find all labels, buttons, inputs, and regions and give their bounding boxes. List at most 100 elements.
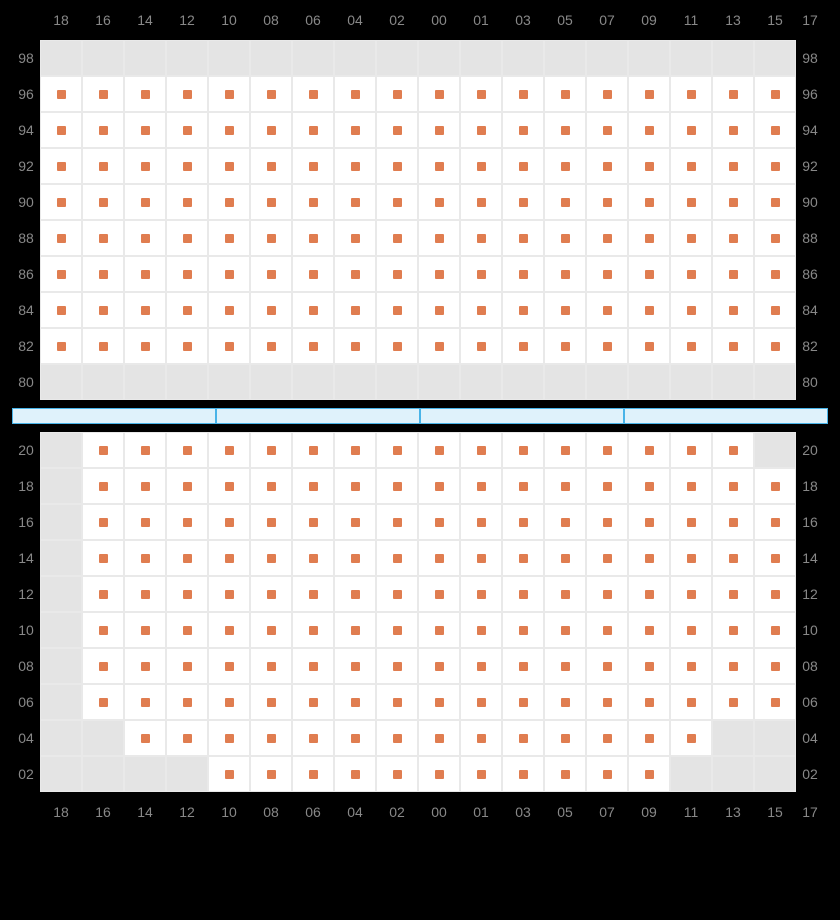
seat-cell[interactable] [40,292,82,328]
seat-cell[interactable] [586,756,628,792]
seat-cell[interactable] [544,328,586,364]
seat-cell[interactable] [712,540,754,576]
seat-cell[interactable] [334,292,376,328]
seat-cell[interactable] [82,328,124,364]
seat-cell[interactable] [460,468,502,504]
seat-cell[interactable] [670,292,712,328]
seat-cell[interactable] [460,220,502,256]
seat-cell[interactable] [502,720,544,756]
seat-cell[interactable] [208,720,250,756]
seat-cell[interactable] [124,468,166,504]
seat-cell[interactable] [166,292,208,328]
seat-cell[interactable] [40,184,82,220]
seat-cell[interactable] [544,720,586,756]
seat-cell[interactable] [124,684,166,720]
seat-cell[interactable] [250,720,292,756]
seat-cell[interactable] [670,576,712,612]
seat-cell[interactable] [586,684,628,720]
seat-cell[interactable] [754,504,796,540]
seat-cell[interactable] [670,468,712,504]
seat-cell[interactable] [544,112,586,148]
seat-cell[interactable] [166,112,208,148]
seat-cell[interactable] [166,256,208,292]
seat-cell[interactable] [82,256,124,292]
seat-cell[interactable] [250,504,292,540]
seat-cell[interactable] [712,220,754,256]
seat-cell[interactable] [292,220,334,256]
seat-cell[interactable] [670,184,712,220]
seat-cell[interactable] [334,148,376,184]
seat-cell[interactable] [544,576,586,612]
seat-cell[interactable] [82,576,124,612]
seat-cell[interactable] [502,76,544,112]
seat-cell[interactable] [586,76,628,112]
seat-cell[interactable] [250,468,292,504]
seat-cell[interactable] [586,720,628,756]
seat-cell[interactable] [250,328,292,364]
seat-cell[interactable] [418,504,460,540]
seat-cell[interactable] [250,76,292,112]
seat-cell[interactable] [670,148,712,184]
seat-cell[interactable] [502,184,544,220]
seat-cell[interactable] [292,612,334,648]
seat-cell[interactable] [166,328,208,364]
seat-cell[interactable] [712,468,754,504]
seat-cell[interactable] [334,432,376,468]
seat-cell[interactable] [754,576,796,612]
seat-cell[interactable] [544,684,586,720]
seat-cell[interactable] [586,328,628,364]
seat-cell[interactable] [334,220,376,256]
seat-cell[interactable] [502,648,544,684]
seat-cell[interactable] [208,328,250,364]
seat-cell[interactable] [502,504,544,540]
seat-cell[interactable] [754,684,796,720]
seat-cell[interactable] [124,540,166,576]
seat-cell[interactable] [376,756,418,792]
seat-cell[interactable] [82,148,124,184]
seat-cell[interactable] [376,720,418,756]
seat-cell[interactable] [502,612,544,648]
seat-cell[interactable] [376,76,418,112]
seat-cell[interactable] [82,468,124,504]
seat-cell[interactable] [628,292,670,328]
seat-cell[interactable] [292,432,334,468]
seat-cell[interactable] [334,648,376,684]
seat-cell[interactable] [208,76,250,112]
seat-cell[interactable] [376,432,418,468]
seat-cell[interactable] [460,184,502,220]
seat-cell[interactable] [166,76,208,112]
seat-cell[interactable] [586,432,628,468]
seat-cell[interactable] [586,220,628,256]
seat-cell[interactable] [124,220,166,256]
seat-cell[interactable] [586,612,628,648]
seat-cell[interactable] [586,184,628,220]
seat-cell[interactable] [460,504,502,540]
seat-cell[interactable] [208,148,250,184]
seat-cell[interactable] [460,540,502,576]
seat-cell[interactable] [460,576,502,612]
seat-cell[interactable] [124,256,166,292]
seat-cell[interactable] [166,468,208,504]
seat-cell[interactable] [418,112,460,148]
seat-cell[interactable] [544,612,586,648]
seat-cell[interactable] [292,184,334,220]
seat-cell[interactable] [628,148,670,184]
seat-cell[interactable] [334,504,376,540]
seat-cell[interactable] [670,112,712,148]
seat-cell[interactable] [712,148,754,184]
seat-cell[interactable] [40,112,82,148]
seat-cell[interactable] [712,576,754,612]
seat-cell[interactable] [670,648,712,684]
seat-cell[interactable] [586,112,628,148]
seat-cell[interactable] [502,256,544,292]
seat-cell[interactable] [40,220,82,256]
seat-cell[interactable] [166,720,208,756]
seat-cell[interactable] [208,256,250,292]
seat-cell[interactable] [208,756,250,792]
seat-cell[interactable] [502,576,544,612]
seat-cell[interactable] [166,684,208,720]
seat-cell[interactable] [544,756,586,792]
seat-cell[interactable] [334,540,376,576]
seat-cell[interactable] [418,540,460,576]
seat-cell[interactable] [544,504,586,540]
